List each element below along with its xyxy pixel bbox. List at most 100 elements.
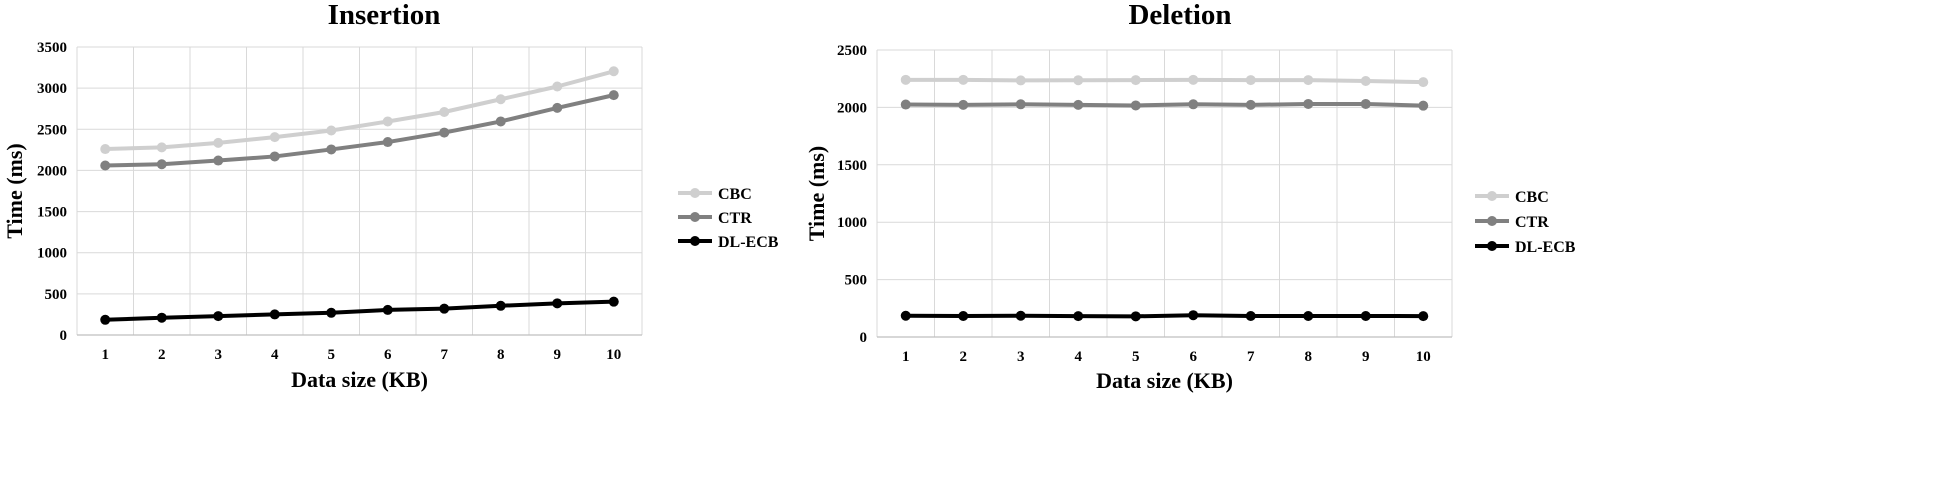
deletion-y-tick-label: 500 [845,273,868,289]
deletion-x-axis-title: Data size (KB) [1096,368,1233,393]
deletion-x-ticks: 1 2 3 4 5 6 7 8 9 10 [902,349,1431,365]
insertion-cbc-point [495,94,506,105]
insertion-y-tick-label: 3500 [37,40,67,56]
deletion-dl-ecb-point [1130,311,1141,322]
insertion-chart-svg: 0 500 1000 1500 2000 2500 3000 3500 1 2 3 4 5 6 7 8 9 10 I… [2,0,779,392]
deletion-ctr-point [1130,100,1141,111]
deletion-cbc-point [958,74,969,85]
insertion-x-tick-label: 8 [497,347,505,363]
deletion-ctr-point [1360,98,1371,109]
deletion-legend-cbc-marker [1487,191,1497,201]
insertion-cbc-point [382,116,393,127]
insertion-ctr-point [495,116,506,127]
insertion-x-tick-label: 10 [606,347,621,363]
insertion-ctr-point [326,144,337,155]
insertion-legend-ctr-marker [690,212,700,222]
insertion-legend-cbc-marker [690,188,700,198]
deletion-x-tick-label: 2 [960,349,968,365]
insertion-y-tick-label: 500 [45,287,68,303]
deletion-legend-item-cbc: CBC [1475,189,1549,206]
insertion-x-tick-label: 5 [328,347,336,363]
deletion-cbc-point [1360,75,1371,86]
deletion-legend-dl-ecb-marker [1487,241,1497,251]
insertion-chart: 0 500 1000 1500 2000 2500 3000 3500 1 2 3 4 5 6 7 8 9 10 I… [0,0,975,493]
deletion-ctr-point [1303,98,1314,109]
deletion-cbc-point [1188,74,1199,85]
insertion-ctr-point [382,137,393,148]
deletion-x-tick-label: 4 [1075,349,1083,365]
insertion-ctr-point [439,127,450,138]
deletion-x-tick-label: 1 [902,349,910,365]
insertion-ctr-line [105,93,615,168]
deletion-dl-ecb-point [1418,311,1429,322]
insertion-dl-ecb-point [269,309,280,320]
insertion-cbc-line [105,69,615,152]
deletion-cbc-line [905,77,1424,85]
insertion-y-tick-label: 0 [60,328,68,344]
deletion-x-tick-label: 7 [1247,349,1255,365]
insertion-dl-ecb-point [213,311,224,322]
deletion-cbc-point [1073,75,1084,86]
insertion-legend-item-ctr: CTR [678,210,752,227]
insertion-x-tick-label: 4 [271,347,279,363]
insertion-y-tick-label: 3000 [37,81,67,97]
deletion-cbc-point [1015,75,1026,86]
deletion-cbc-point [1303,75,1314,86]
insertion-cbc-point [552,81,563,92]
insertion-legend-item-cbc: CBC [678,186,752,203]
deletion-legend-ctr-label: CTR [1515,214,1549,231]
insertion-series-dl-ecb [100,296,619,325]
deletion-dl-ecb-point [1245,310,1256,321]
deletion-legend-ctr-marker [1487,216,1497,226]
deletion-chart-svg: 0 500 1000 1500 2000 2500 1 2 3 4 5 6 7 8 9 10 Deletion D… [804,0,1576,393]
insertion-cbc-point [608,66,619,77]
deletion-cbc-point [1418,77,1429,88]
deletion-dl-ecb-point [958,310,969,321]
insertion-y-tick-label: 2000 [37,163,67,179]
insertion-x-tick-label: 3 [215,347,223,363]
insertion-cbc-point [439,107,450,118]
insertion-series-cbc [100,66,619,155]
deletion-x-tick-label: 5 [1132,349,1140,365]
deletion-series-cbc [900,74,1429,88]
insertion-dl-ecb-point [326,307,337,318]
deletion-x-tick-label: 3 [1017,349,1025,365]
insertion-cbc-point [326,125,337,136]
deletion-dl-ecb-point [1303,310,1314,321]
deletion-legend-cbc-label: CBC [1515,189,1549,206]
deletion-series-dl-ecb [900,310,1429,322]
deletion-ctr-point [1418,100,1429,111]
insertion-dl-ecb-point [439,303,450,314]
insertion-legend-ctr-label: CTR [718,210,752,227]
deletion-x-tick-label: 8 [1305,349,1313,365]
insertion-y-axis-title: Time (ms) [2,143,27,239]
deletion-chart-title: Deletion [1128,0,1231,31]
insertion-dl-ecb-line [105,299,614,322]
deletion-cbc-point [1130,75,1141,86]
insertion-legend-cbc-label: CBC [718,186,752,203]
deletion-y-axis-title: Time (ms) [804,146,829,242]
deletion-y-tick-label: 2500 [837,43,867,59]
deletion-ctr-point [900,99,911,110]
deletion-cbc-point [1245,75,1256,86]
insertion-cbc-point [269,132,280,143]
deletion-dl-ecb-point [1073,311,1084,322]
deletion-series-ctr [900,98,1429,111]
insertion-ctr-point [552,102,563,113]
insertion-legend-dl-ecb-label: DL-ECB [718,234,779,251]
deletion-y-tick-label: 0 [860,330,868,346]
deletion-x-tick-label: 6 [1190,349,1198,365]
insertion-x-tick-label: 2 [158,347,166,363]
insertion-x-axis-title: Data size (KB) [291,367,428,392]
deletion-legend-item-ctr: CTR [1475,214,1549,231]
deletion-x-tick-label: 10 [1416,349,1431,365]
insertion-cbc-point [100,144,111,155]
deletion-y-tick-label: 1500 [837,158,867,174]
insertion-y-tick-label: 1000 [37,246,67,262]
deletion-y-tick-label: 1000 [837,215,867,231]
insertion-gridlines [76,46,643,336]
insertion-cbc-point [213,137,224,148]
insertion-x-tick-label: 1 [102,347,110,363]
insertion-dl-ecb-point [156,312,167,323]
insertion-ctr-point [213,155,224,166]
